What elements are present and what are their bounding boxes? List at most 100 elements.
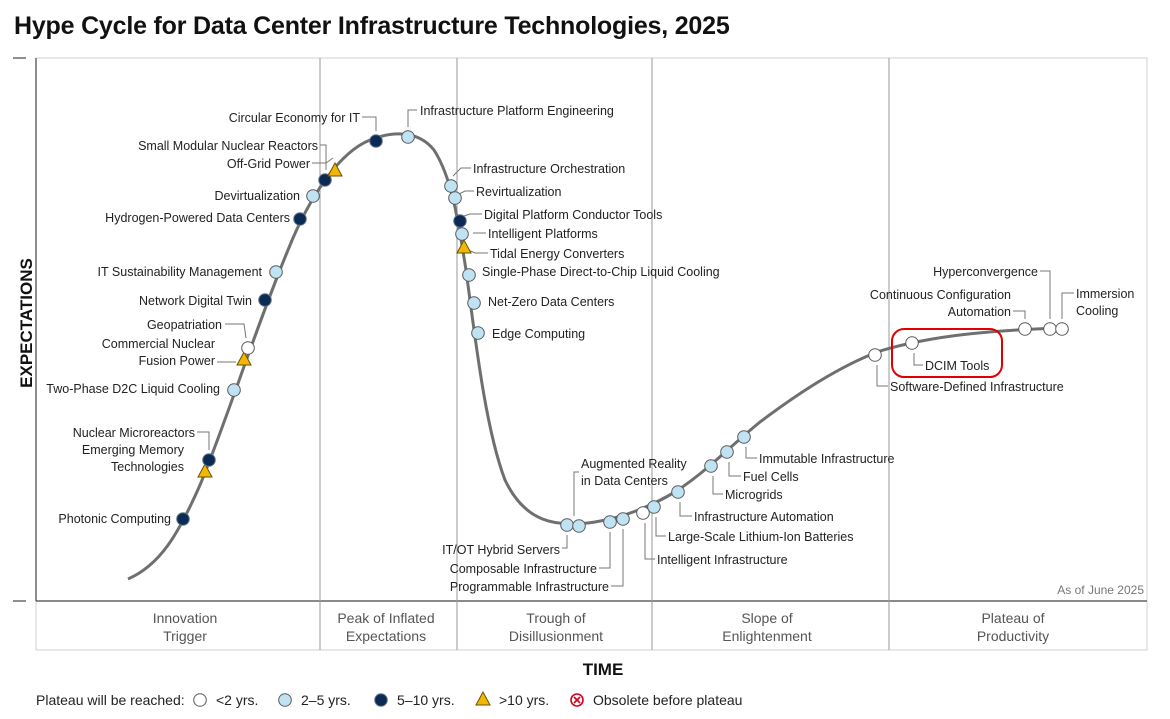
label-network-digital-twin: Network Digital Twin	[139, 294, 252, 308]
legend-marker-obsolete	[570, 693, 584, 707]
legend-title: Plateau will be reached:	[36, 692, 185, 708]
label-revirtualization: Revirtualization	[476, 185, 562, 199]
marker-software-defined-infrastructure	[868, 348, 882, 362]
phase-label-peak-of-inflated-expectations: Peak of Inflated	[337, 610, 434, 626]
label-software-defined-infrastructure: Software-Defined Infrastructure	[890, 380, 1064, 394]
marker-immersion-cooling	[1055, 322, 1069, 336]
legend-label-2to5: 2–5 yrs.	[301, 692, 351, 708]
legend-marker-lt2	[193, 693, 207, 707]
label-composable-infrastructure: Composable Infrastructure	[450, 562, 597, 576]
marker-composable-infrastructure	[603, 515, 617, 529]
marker-it-ot-hybrid-servers	[560, 518, 574, 532]
label-augmented-reality-in-data-centers: Augmented Reality in Data Centers	[581, 457, 687, 488]
label-two-phase-d2c-liquid-cooling: Two-Phase D2C Liquid Cooling	[46, 382, 220, 396]
label-edge-computing: Edge Computing	[492, 327, 585, 341]
leader-infrastructure-platform-engineering	[407, 109, 417, 127]
plot-frame	[13, 57, 1148, 651]
legend-label-obsolete: Obsolete before plateau	[593, 692, 742, 708]
leader-circular-economy-for-it	[362, 116, 377, 131]
leader-software-defined-infrastructure	[876, 365, 888, 387]
marker-infrastructure-platform-engineering	[401, 130, 415, 144]
phase-label-trough-of-disillusionment: Trough of	[526, 610, 586, 626]
marker-it-sustainability-management	[269, 265, 283, 279]
leader-infrastructure-automation	[679, 502, 692, 517]
marker-emerging-memory-technologies	[197, 462, 213, 478]
technology-labels: Photonic Computing Emerging Memory Technol…	[46, 104, 1134, 594]
leader-small-modular-nuclear-reactors	[320, 144, 327, 170]
phase-label-line2: Enlightenment	[722, 628, 812, 644]
label-hydrogen-powered-data-centers: Hydrogen-Powered Data Centers	[105, 211, 290, 225]
label-microgrids: Microgrids	[725, 488, 783, 502]
phase-label-line2: Disillusionment	[509, 628, 603, 644]
marker-augmented-reality-in-data-centers	[572, 519, 586, 533]
leader-off-grid-power	[312, 157, 334, 164]
label-digital-platform-conductor-tools: Digital Platform Conductor Tools	[484, 208, 662, 222]
leader-augmented-reality-in-data-centers	[573, 471, 579, 516]
phase-labels: Innovation Trigger Peak of Inflated Expecta…	[153, 610, 1049, 644]
leader-fuel-cells	[728, 462, 741, 477]
leader-microgrids	[712, 476, 723, 495]
marker-intelligent-platforms	[455, 227, 469, 241]
label-infrastructure-automation: Infrastructure Automation	[694, 510, 834, 524]
leader-immutable-infrastructure	[745, 447, 757, 459]
marker-programmable-infrastructure	[616, 512, 630, 526]
marker-intelligent-infrastructure	[636, 506, 650, 520]
label-nuclear-microreactors: Nuclear Microreactors	[73, 426, 195, 440]
marker-small-modular-nuclear-reactors	[318, 173, 332, 187]
leader-infrastructure-orchestration	[452, 167, 471, 177]
leader-revirtualization	[458, 190, 474, 195]
legend-label-5to10: 5–10 yrs.	[397, 692, 455, 708]
leader-immersion-cooling	[1061, 292, 1074, 319]
technology-markers	[176, 130, 1069, 533]
label-programmable-infrastructure: Programmable Infrastructure	[450, 580, 609, 594]
label-circular-economy-for-it: Circular Economy for IT	[229, 111, 361, 125]
leader-continuous-configuration-automation	[1013, 310, 1026, 319]
marker-large-scale-lithium-ion-batteries	[647, 500, 661, 514]
marker-digital-platform-conductor-tools	[453, 214, 467, 228]
marker-infrastructure-automation	[671, 485, 685, 499]
hype-curve	[127, 132, 1064, 581]
legend-marker-gt10	[475, 690, 491, 706]
marker-circular-economy-for-it	[369, 134, 383, 148]
label-infrastructure-orchestration: Infrastructure Orchestration	[473, 162, 625, 176]
marker-revirtualization	[448, 191, 462, 205]
x-axis-title: TIME	[583, 660, 624, 679]
leader-large-scale-lithium-ion-batteries	[655, 517, 666, 537]
leader-dcim-tools	[913, 353, 923, 366]
phase-label-innovation-trigger: Innovation	[153, 610, 218, 626]
label-off-grid-power: Off-Grid Power	[227, 157, 310, 171]
marker-devirtualization	[306, 189, 320, 203]
marker-hyperconvergence	[1043, 322, 1057, 336]
label-intelligent-platforms: Intelligent Platforms	[488, 227, 598, 241]
phase-label-line2: Productivity	[977, 628, 1049, 644]
marker-immutable-infrastructure	[737, 430, 751, 444]
phase-label-plateau-of-productivity: Plateau of	[981, 610, 1044, 626]
as-of-note: As of June 2025	[1057, 583, 1144, 597]
label-large-scale-lithium-ion-batteries: Large-Scale Lithium-Ion Batteries	[668, 530, 854, 544]
marker-net-zero-data-centers	[467, 296, 481, 310]
label-commercial-nuclear-fusion-power: Commercial Nuclear Fusion Power	[102, 337, 215, 368]
label-small-modular-nuclear-reactors: Small Modular Nuclear Reactors	[138, 139, 318, 153]
marker-single-phase-direct-to-chip-liquid-cooling	[462, 268, 476, 282]
leader-it-ot-hybrid-servers	[562, 535, 568, 549]
label-geopatriation: Geopatriation	[147, 318, 222, 332]
label-leaders	[197, 109, 1074, 587]
label-it-sustainability-management: IT Sustainability Management	[98, 265, 263, 279]
legend-marker-2to5	[278, 693, 292, 707]
marker-two-phase-d2c-liquid-cooling	[227, 383, 241, 397]
marker-photonic-computing	[176, 512, 190, 526]
chart-title: Hype Cycle for Data Center Infrastructur…	[14, 12, 730, 40]
label-photonic-computing: Photonic Computing	[58, 512, 171, 526]
marker-edge-computing	[471, 326, 485, 340]
marker-fuel-cells	[720, 445, 734, 459]
phase-label-line2: Trigger	[163, 628, 207, 644]
label-fuel-cells: Fuel Cells	[743, 470, 799, 484]
marker-geopatriation	[241, 341, 255, 355]
label-dcim-tools: DCIM Tools	[925, 359, 989, 373]
leader-hyperconvergence	[1040, 270, 1051, 319]
marker-dcim-tools	[905, 336, 919, 350]
marker-network-digital-twin	[258, 293, 272, 307]
label-immutable-infrastructure: Immutable Infrastructure	[759, 452, 895, 466]
label-tidal-energy-converters: Tidal Energy Converters	[490, 247, 624, 261]
